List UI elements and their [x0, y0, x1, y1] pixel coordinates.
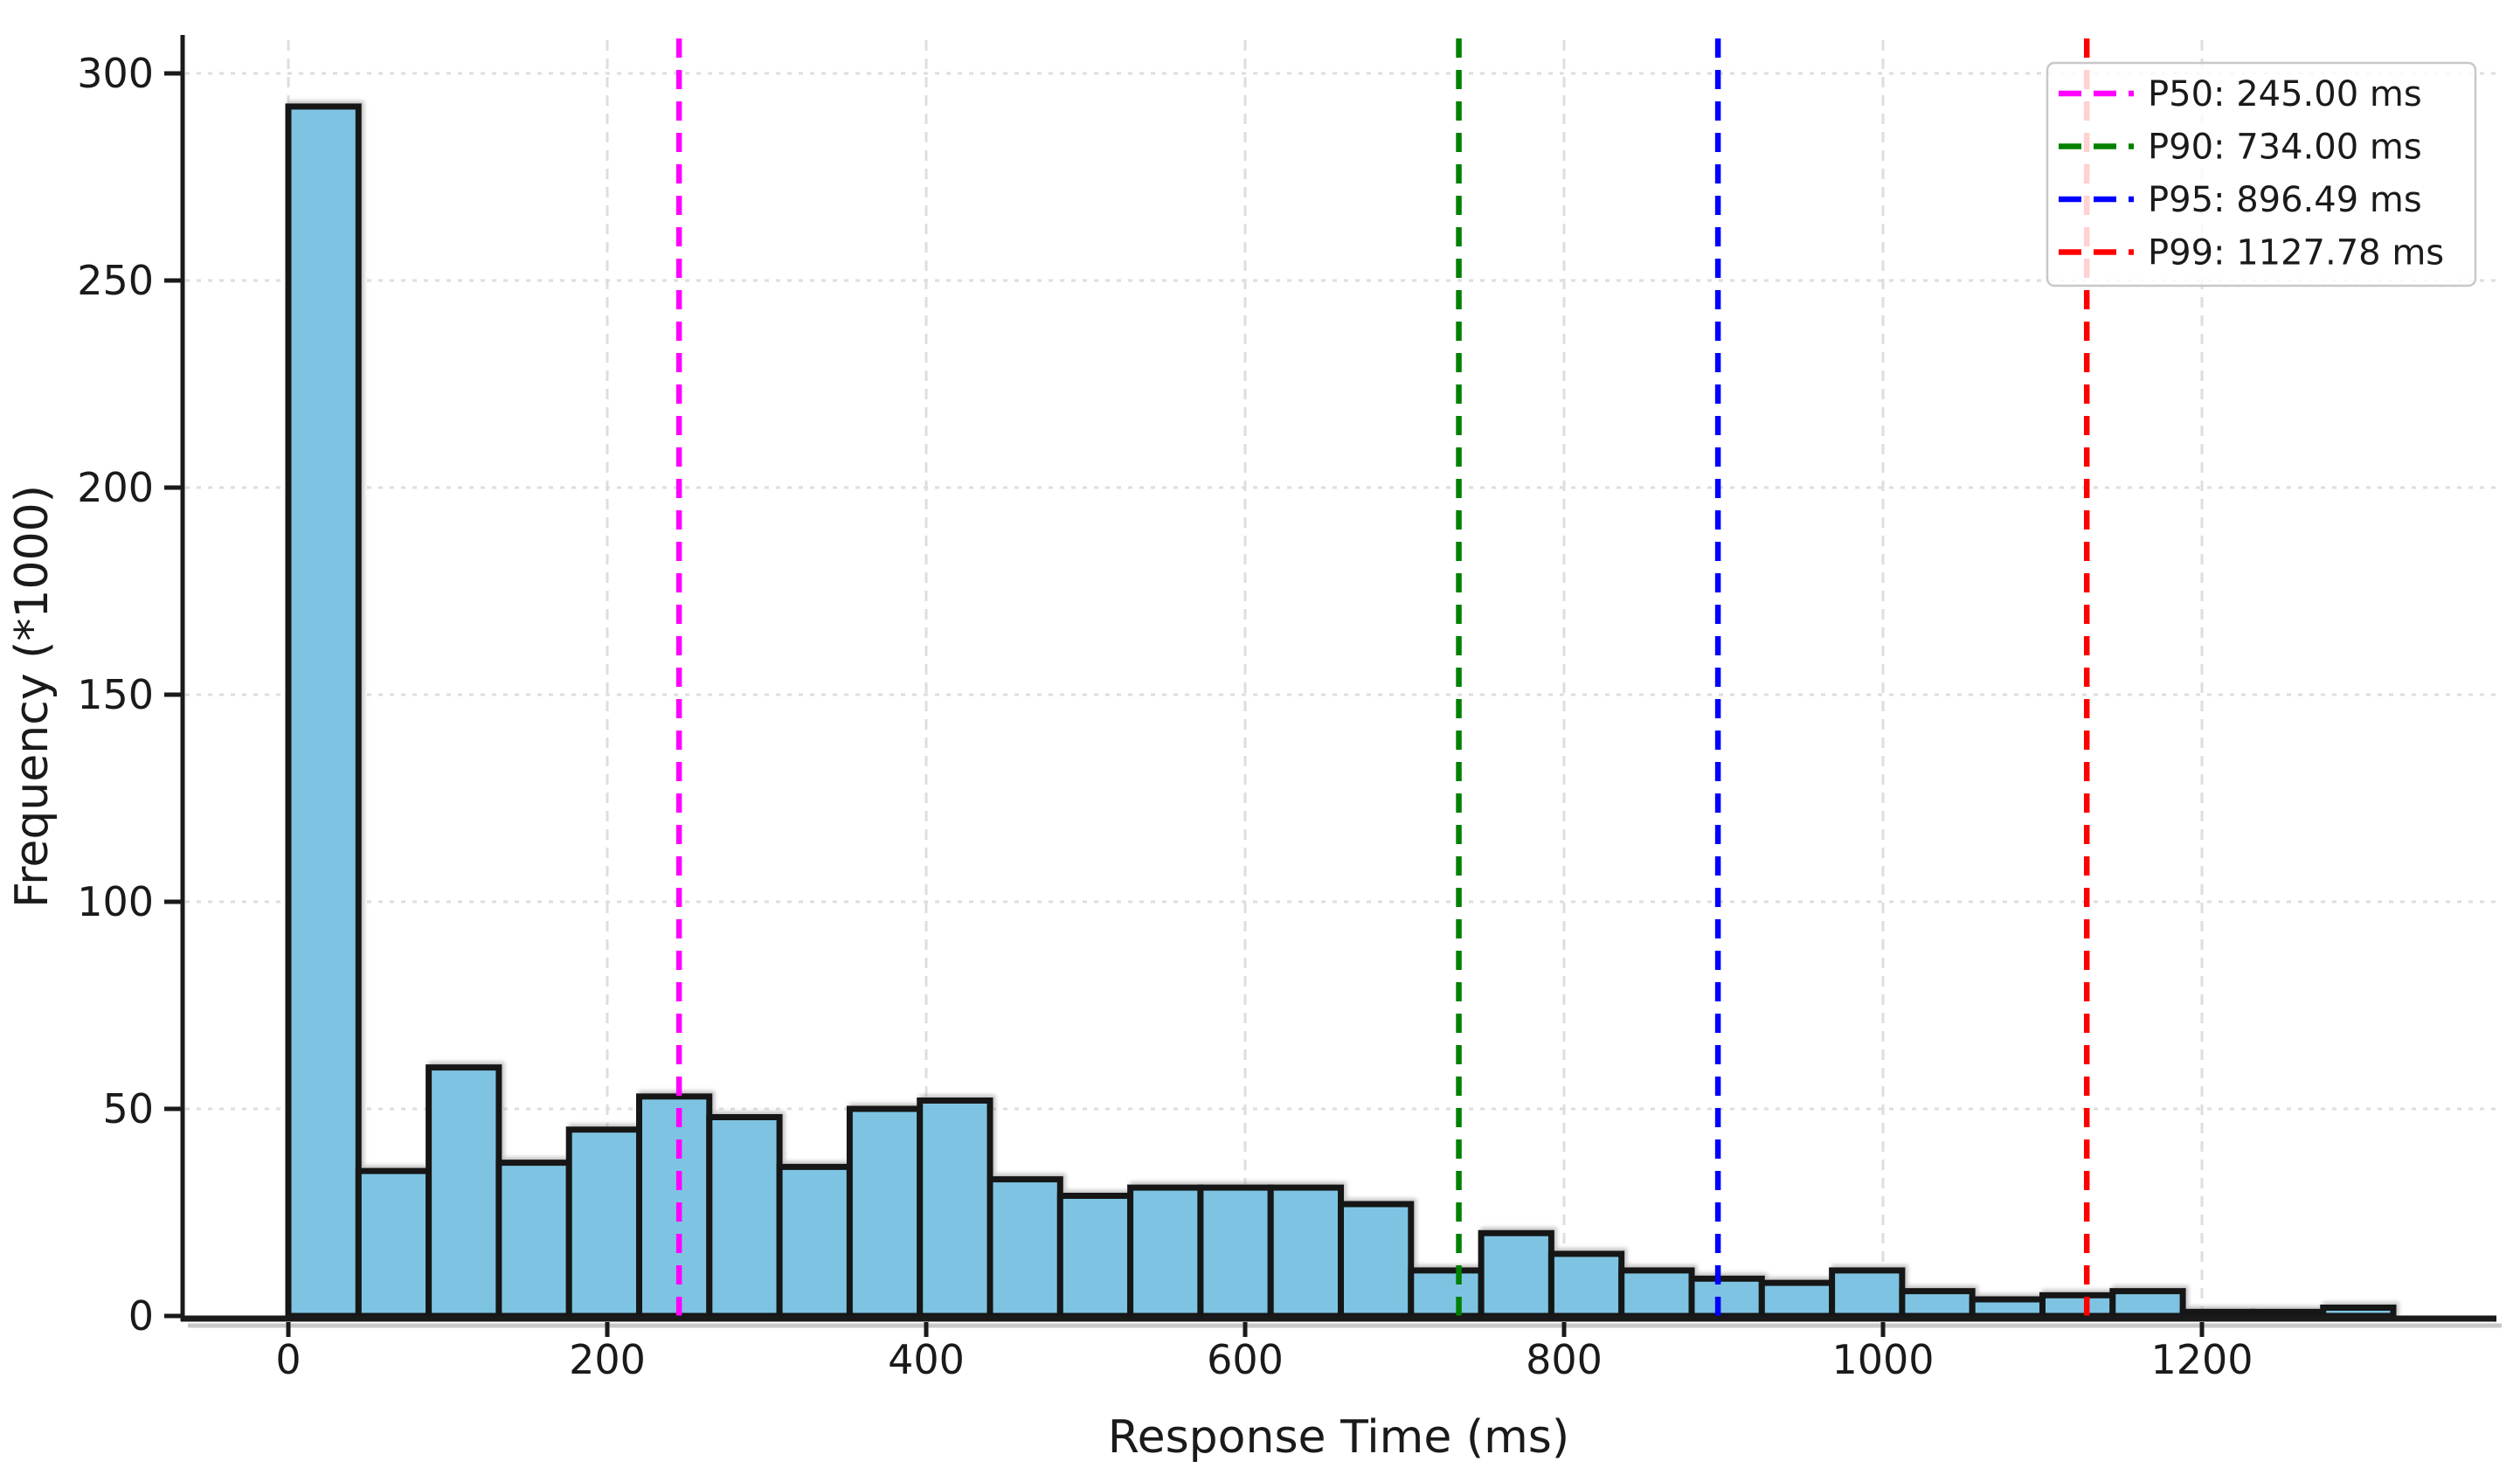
histogram-bar — [2320, 1305, 2397, 1319]
legend-label-p99: P99: 1127.78 ms — [2148, 233, 2444, 274]
x-axis-title: Response Time (ms) — [1108, 1411, 1569, 1464]
x-tick-label-1000: 1000 — [1831, 1336, 1934, 1383]
legend-label-p90: P90: 734.00 ms — [2148, 128, 2422, 168]
histogram-bar — [495, 1160, 572, 1319]
percentile-lines — [675, 38, 2090, 1316]
histogram-bar — [846, 1105, 924, 1319]
histogram-bar — [1408, 1267, 1485, 1319]
histogram-bar — [1899, 1288, 1976, 1319]
y-ticks: 0 50 100 150 200 250 300 — [77, 50, 182, 1340]
histogram-bar — [1688, 1275, 1765, 1319]
y-tick-label-300: 300 — [77, 50, 154, 97]
histogram-bar — [1618, 1267, 1695, 1319]
axes: 0 200 400 600 800 1000 1200 0 50 100 150 200 250 300… — [6, 35, 2502, 1464]
histogram-bar — [1829, 1267, 1906, 1319]
histogram-bar — [285, 103, 362, 1319]
histogram-bar — [917, 1098, 993, 1319]
histogram-bar — [776, 1163, 853, 1319]
histogram-bar — [565, 1126, 643, 1319]
histogram-bar — [2249, 1308, 2327, 1319]
histogram-bar — [636, 1093, 713, 1319]
histogram-bar — [2179, 1308, 2256, 1319]
y-tick-label-100: 100 — [77, 878, 154, 925]
histogram-bar — [426, 1064, 502, 1319]
y-axis-title: Frequency (*1000) — [6, 485, 59, 908]
histogram-bar — [1478, 1229, 1554, 1319]
legend-label-p95: P95: 896.49 ms — [2148, 180, 2422, 220]
x-tick-label-400: 400 — [888, 1336, 965, 1383]
histogram-bar — [355, 1167, 433, 1319]
x-tick-label-0: 0 — [275, 1336, 301, 1383]
histogram-bar — [1969, 1296, 2046, 1319]
y-tick-label-250: 250 — [77, 257, 154, 304]
histogram-bar — [1267, 1184, 1344, 1319]
x-tick-label-600: 600 — [1207, 1336, 1284, 1383]
x-tick-label-800: 800 — [1526, 1336, 1603, 1383]
histogram-bar — [1127, 1184, 1204, 1319]
histogram-bars — [285, 103, 2397, 1319]
histogram-bar — [1197, 1184, 1274, 1319]
histogram-bar — [987, 1176, 1063, 1319]
y-tick-label-0: 0 — [128, 1292, 154, 1340]
histogram-bar — [1547, 1250, 1625, 1319]
y-tick-label-200: 200 — [77, 464, 154, 511]
y-tick-label-150: 150 — [77, 671, 154, 718]
x-ticks: 0 200 400 600 800 1000 1200 — [275, 1322, 2253, 1383]
y-tick-label-50: 50 — [102, 1085, 154, 1132]
x-tick-label-200: 200 — [569, 1336, 646, 1383]
histogram-bar — [1056, 1193, 1134, 1319]
legend-box — [2046, 61, 2477, 287]
histogram-bar — [2109, 1288, 2186, 1319]
histogram-bar — [706, 1114, 783, 1319]
legend: P50: 245.00 ms P90: 734.00 ms P95: 896.49 … — [2046, 61, 2477, 287]
x-tick-label-1200: 1200 — [2150, 1336, 2253, 1383]
histogram-bar — [1338, 1201, 1415, 1319]
histogram-bar — [2039, 1291, 2116, 1319]
legend-label-p50: P50: 245.00 ms — [2148, 74, 2422, 114]
histogram-bar — [1758, 1279, 1836, 1319]
